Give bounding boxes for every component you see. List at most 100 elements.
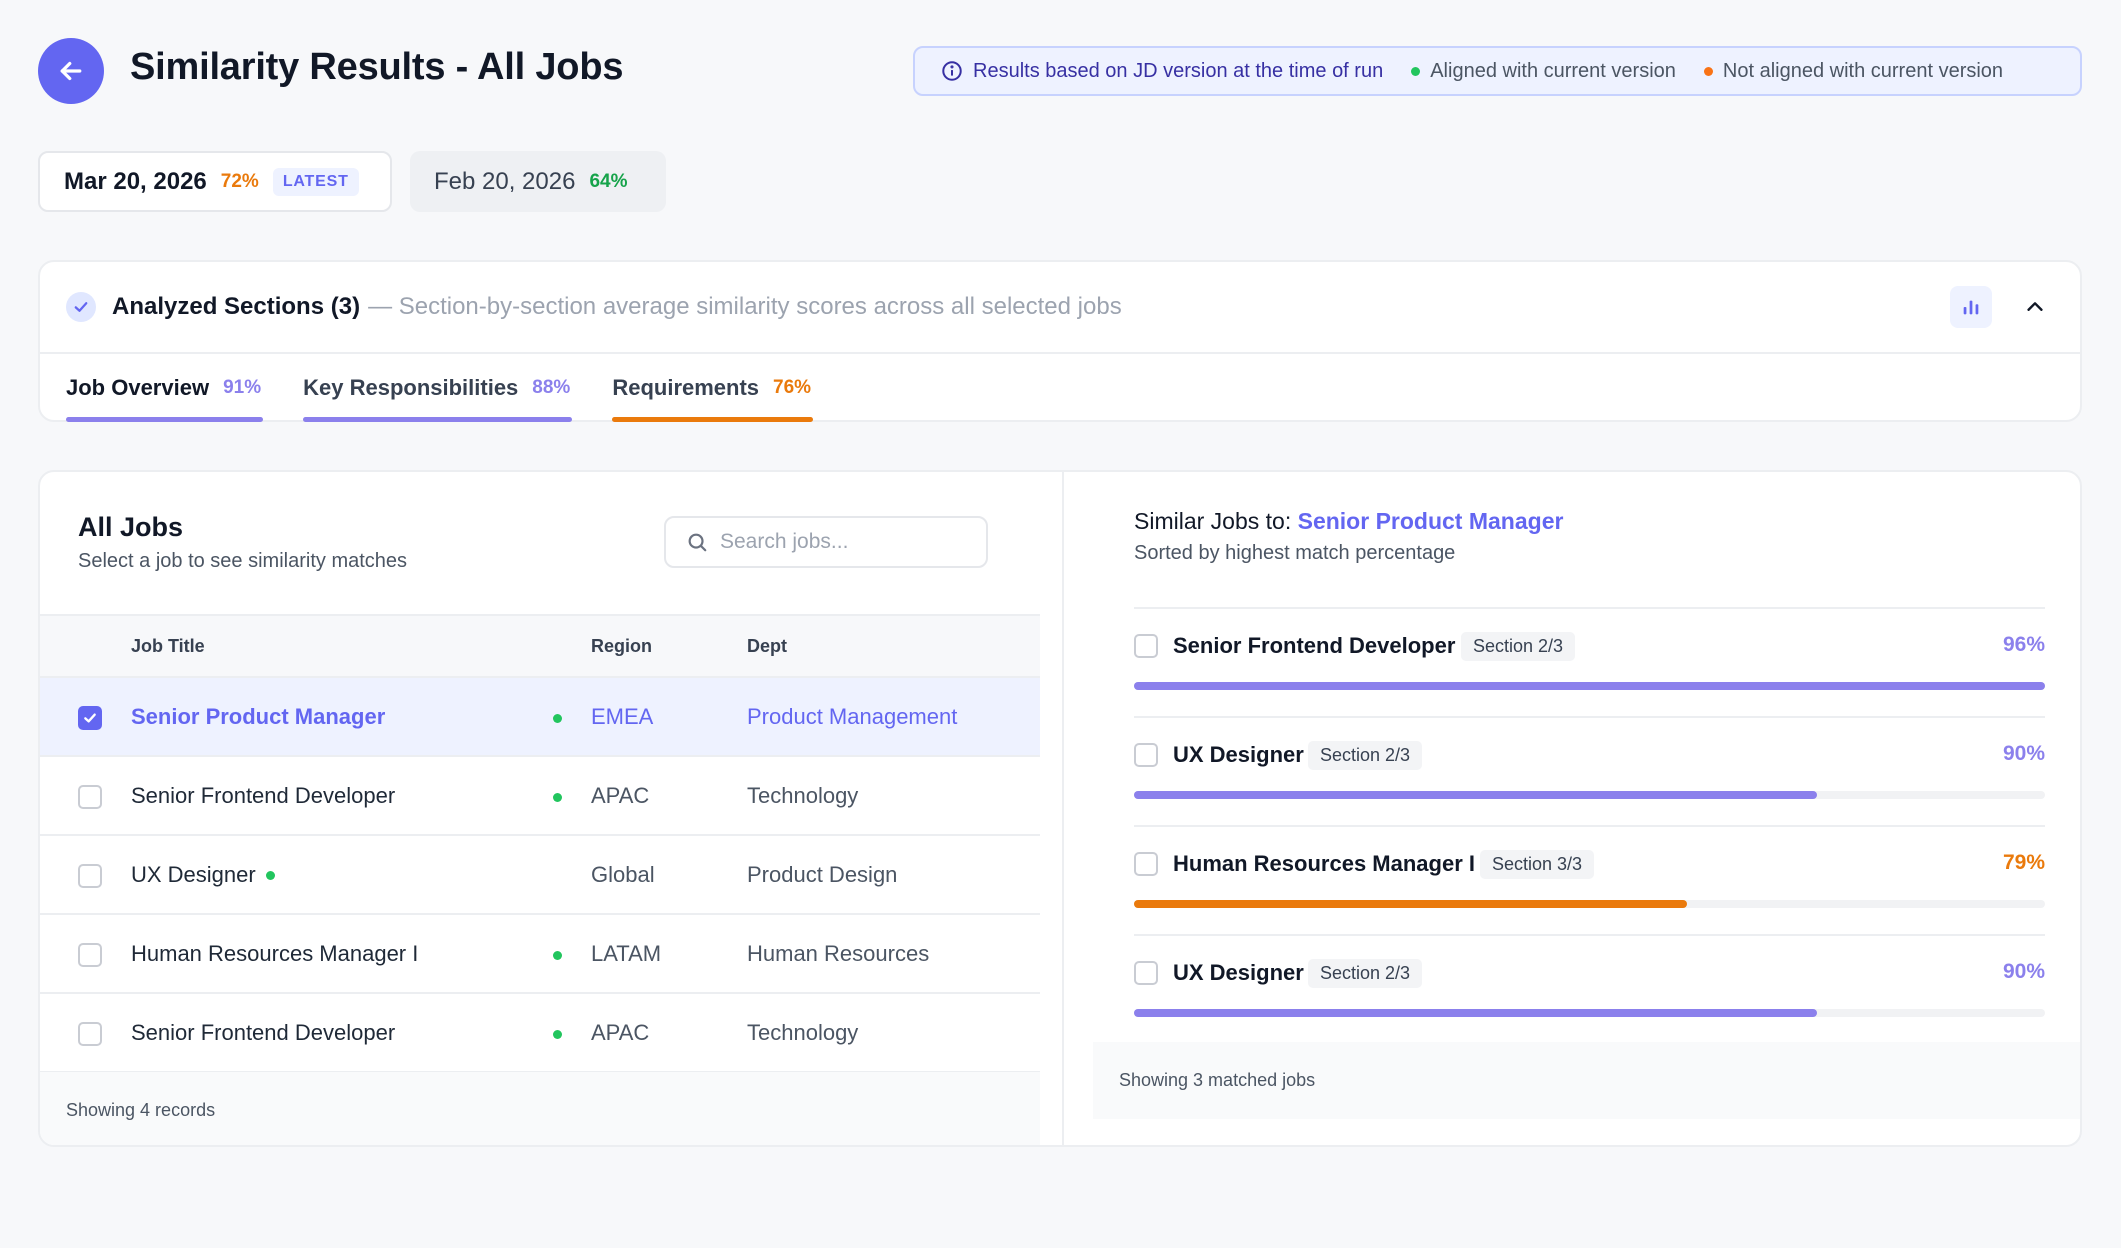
match-title: UX Designer [1173, 960, 1304, 985]
table-header: Job Title Region Dept [40, 614, 1040, 678]
job-title-text: Senior Product Manager [131, 704, 386, 729]
legend-not-aligned: Not aligned with current version [1703, 59, 2004, 83]
aligned-dot-icon [553, 714, 562, 723]
row-checkbox[interactable] [78, 1022, 102, 1046]
tab-indicator [612, 417, 814, 422]
job-dept: Technology [747, 1020, 859, 1045]
tab-job-overview[interactable]: Job Overview 91% [66, 354, 264, 422]
job-region: APAC [591, 783, 650, 808]
job-region: Global [591, 862, 655, 887]
legend-info: Results based on JD version at the time … [941, 60, 1383, 83]
table-row[interactable]: Senior Frontend Developer APAC Technolog… [40, 994, 1040, 1073]
collapse-button[interactable] [2014, 286, 2056, 328]
green-dot-icon [1411, 66, 1421, 76]
column-header-dept[interactable]: Dept [747, 636, 787, 656]
orange-dot-icon [1703, 66, 1713, 76]
tab-score: 76% [773, 377, 812, 398]
tab-score: 91% [223, 377, 262, 398]
match-bar-track [1134, 682, 2045, 690]
job-dept: Product Management [747, 704, 958, 729]
chart-toggle-button[interactable] [1950, 286, 1992, 328]
column-header-region[interactable]: Region [591, 636, 652, 656]
table-row[interactable]: Human Resources Manager I LATAM Human Re… [40, 915, 1040, 994]
all-jobs-title: All Jobs [78, 512, 184, 542]
back-button[interactable] [38, 38, 104, 104]
job-title-text: Senior Frontend Developer [131, 783, 396, 808]
page-title: Similarity Results - All Jobs [130, 46, 624, 88]
match-score: 79% [2002, 851, 2045, 874]
match-item[interactable]: Human Resources Manager I Section 3/3 79… [1134, 825, 2045, 934]
job-region: LATAM [591, 941, 662, 966]
job-title-text: Human Resources Manager I [131, 941, 419, 966]
table-row[interactable]: Senior Frontend Developer APAC Technolog… [40, 757, 1040, 836]
section-badge: Section 3/3 [1480, 850, 1595, 879]
match-checkbox[interactable] [1134, 743, 1158, 767]
checkmark-icon [84, 713, 96, 723]
search-icon [688, 533, 707, 552]
row-checkbox[interactable] [78, 785, 102, 809]
tab-key-responsibilities[interactable]: Key Responsibilities 88% [303, 354, 573, 422]
version-legend: Results based on JD version at the time … [913, 46, 2082, 96]
match-checkbox[interactable] [1134, 634, 1158, 658]
match-list: Senior Frontend Developer Section 2/3 96… [1134, 607, 2045, 1043]
run-tab-feb-20[interactable]: Feb 20, 2026 64% [410, 151, 666, 212]
table-footer: Showing 4 records [40, 1072, 1040, 1145]
tab-label: Requirements [612, 375, 760, 400]
aligned-dot-icon [553, 1030, 562, 1039]
match-score: 96% [2002, 633, 2045, 656]
match-bar-fill [1134, 791, 1818, 799]
job-title: UX Designer [131, 862, 275, 888]
sections-title: Analyzed Sections (3) [112, 293, 361, 320]
table-row[interactable]: Senior Product Manager EMEA Product Mana… [40, 678, 1040, 757]
section-tabs: Job Overview 91% Key Responsibilities 88… [66, 354, 814, 422]
row-checkbox[interactable] [78, 943, 102, 967]
job-dept: Human Resources [747, 941, 930, 966]
similar-jobs-target: Senior Product Manager [1297, 508, 1564, 534]
match-bar-fill [1134, 1009, 1818, 1017]
sections-header: Analyzed Sections (3) — Section-by-secti… [40, 262, 2080, 354]
match-bar-track [1134, 791, 2045, 799]
check-icon [66, 292, 96, 322]
aligned-dot-icon [553, 793, 562, 802]
run-score: 72% [220, 170, 259, 192]
table-row[interactable]: UX Designer Global Product Design [40, 836, 1040, 915]
match-item[interactable]: UX Designer Section 2/3 90% [1134, 934, 2045, 1043]
similar-jobs-prefix: Similar Jobs to: [1134, 508, 1298, 534]
aligned-dot-icon [265, 870, 275, 880]
match-bar-fill [1134, 682, 2045, 690]
match-title: Human Resources Manager I [1173, 851, 1475, 876]
job-title: Human Resources Manager I [131, 941, 418, 967]
job-region: APAC [591, 1020, 650, 1045]
search-box [664, 516, 988, 568]
match-checkbox[interactable] [1134, 852, 1158, 876]
job-title: Senior Product Manager [131, 704, 385, 730]
sections-description: — Section-by-section average similarity … [368, 293, 1122, 320]
column-header-job-title[interactable]: Job Title [131, 636, 205, 656]
tab-indicator [66, 417, 264, 422]
job-title: Senior Frontend Developer [131, 783, 395, 809]
search-input[interactable] [720, 530, 970, 554]
job-region: EMEA [591, 704, 654, 729]
info-icon [942, 61, 962, 81]
section-badge: Section 2/3 [1461, 632, 1576, 661]
row-checkbox[interactable] [78, 864, 102, 888]
run-score: 64% [589, 170, 628, 192]
legend-aligned-text: Aligned with current version [1430, 59, 1676, 82]
match-item[interactable]: Senior Frontend Developer Section 2/3 96… [1134, 607, 2045, 716]
legend-info-text: Results based on JD version at the time … [973, 59, 1384, 82]
match-title: UX Designer [1173, 742, 1304, 767]
tab-label: Job Overview [66, 375, 210, 400]
job-title-text: Senior Frontend Developer [131, 1020, 396, 1045]
match-score: 90% [2002, 960, 2045, 983]
section-badge: Section 2/3 [1308, 741, 1423, 770]
job-dept: Technology [747, 783, 859, 808]
similar-jobs-subtitle: Sorted by highest match percentage [1134, 542, 1456, 564]
job-title-text: UX Designer [131, 862, 256, 887]
tab-label: Key Responsibilities [303, 375, 519, 400]
run-tab-mar-20[interactable]: Mar 20, 2026 72% LATEST [38, 151, 392, 212]
legend-not-aligned-text: Not aligned with current version [1722, 59, 2004, 82]
match-checkbox[interactable] [1134, 961, 1158, 985]
tab-requirements[interactable]: Requirements 76% [612, 354, 814, 422]
row-checkbox[interactable] [78, 706, 102, 730]
match-item[interactable]: UX Designer Section 2/3 90% [1134, 716, 2045, 825]
